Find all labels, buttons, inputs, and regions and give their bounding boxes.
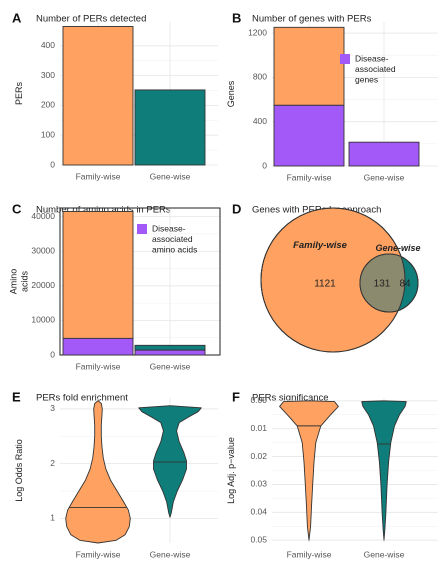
bar-disease-B-0 xyxy=(273,104,345,167)
legend-text-B: Disease- xyxy=(355,53,389,63)
bar-total-B-0 xyxy=(273,26,345,106)
violin-F-1 xyxy=(361,400,407,541)
ytick-label-C: 30000 xyxy=(31,245,55,255)
bar-total-C-1 xyxy=(134,344,206,351)
legend-text-C: amino acids xyxy=(152,244,197,254)
panel-label-F: F xyxy=(232,389,240,404)
ytick-label-E: 3 xyxy=(50,403,55,413)
panel-label-E: E xyxy=(12,389,21,404)
bar-disease-B-1 xyxy=(348,141,420,167)
panel-title-E: PERs fold enrichment xyxy=(36,393,128,404)
violins-F xyxy=(279,400,407,541)
panel-label-B: B xyxy=(232,10,241,25)
xtick-label-B: Family-wise xyxy=(287,172,332,182)
ylabel-F: Log Adj. p−value xyxy=(226,437,236,504)
venn-D: Family-wise Gene-wise 1121 131 84 xyxy=(260,207,421,353)
xtick-label-A: Gene-wise xyxy=(150,171,191,181)
ylabel-line-B: Genes xyxy=(226,80,236,107)
panel-title-F: PERs significance xyxy=(252,393,329,404)
ytick-label-C: 40000 xyxy=(31,211,55,221)
legend-text-C: Disease- xyxy=(152,223,186,233)
ytick-label-A: 0 xyxy=(50,159,55,169)
bar-disease-C-1 xyxy=(134,349,206,356)
xtick-label-E: Family-wise xyxy=(76,549,121,559)
venn-set-name-gene: Gene-wise xyxy=(375,243,420,253)
venn-count-family: 1121 xyxy=(314,279,336,290)
ylabel-C: Aminoacids xyxy=(9,269,30,295)
ytick-label-B: 1200 xyxy=(248,27,267,37)
ylabel-line-E: Log Odds Ratio xyxy=(14,439,24,502)
ytick-label-A: 200 xyxy=(41,100,55,110)
bar-disease-C-0 xyxy=(62,337,134,356)
ytick-label-F: 0.01 xyxy=(250,423,267,433)
venn-set-name-family: Family-wise xyxy=(293,240,348,251)
violin-E-0 xyxy=(65,400,131,544)
ytick-label-F: 0.00 xyxy=(250,395,267,405)
ytick-label-F: 0.04 xyxy=(250,507,267,517)
violins-E xyxy=(65,400,202,544)
ytick-label-F: 0.05 xyxy=(250,534,267,544)
ytick-label-F: 0.02 xyxy=(250,451,267,461)
ytick-label-C: 20000 xyxy=(31,280,55,290)
bar-A-0 xyxy=(62,26,134,166)
venn-outline-gene xyxy=(359,253,419,313)
venn-count-gene: 84 xyxy=(399,279,411,290)
bars-A xyxy=(62,26,206,166)
xtick-label-B: Gene-wise xyxy=(364,172,405,182)
violin-E-1 xyxy=(138,405,202,518)
legend-text-B: associated xyxy=(355,64,396,74)
panel-title-A: Number of PERs detected xyxy=(36,14,146,25)
panel-title-C: Number of amino acids in PERs xyxy=(36,205,171,216)
legend-text-C: associated xyxy=(152,234,193,244)
ytick-label-A: 100 xyxy=(41,129,55,139)
ytick-label-A: 300 xyxy=(41,70,55,80)
ylabel-line-C: acids xyxy=(20,270,30,292)
ytick-label-A: 400 xyxy=(41,40,55,50)
ylabel-E: Log Odds Ratio xyxy=(14,439,24,502)
legend-text-B: genes xyxy=(355,74,378,84)
ytick-label-B: 400 xyxy=(253,116,267,126)
violin-F-0 xyxy=(279,400,339,541)
xtick-label-E: Gene-wise xyxy=(150,549,191,559)
ylabel-line-C: Amino xyxy=(9,269,19,295)
panel-label-C: C xyxy=(12,201,22,216)
ylabel-A: PERs xyxy=(14,82,24,106)
ytick-label-C: 0 xyxy=(50,349,55,359)
xtick-label-F: Family-wise xyxy=(287,549,332,559)
ytick-label-B: 0 xyxy=(262,160,267,170)
ytick-label-C: 10000 xyxy=(31,315,55,325)
xtick-label-A: Family-wise xyxy=(76,171,121,181)
ytick-label-E: 2 xyxy=(50,458,55,468)
legend-swatch-C xyxy=(137,224,147,234)
ytick-label-B: 800 xyxy=(253,72,267,82)
xtick-label-C: Family-wise xyxy=(76,361,121,371)
ytick-label-F: 0.03 xyxy=(250,479,267,489)
axes-F: 0.00 0.01 0.02 0.03 0.04 0.05 Family-wise Gene-… xyxy=(226,395,438,559)
xtick-label-C: Gene-wise xyxy=(150,361,191,371)
ytick-label-E: 1 xyxy=(50,513,55,523)
ylabel-line-A: PERs xyxy=(14,82,24,106)
venn-count-intersection: 131 xyxy=(374,279,391,290)
xtick-label-F: Gene-wise xyxy=(364,549,405,559)
panel-title-B: Number of genes with PERs xyxy=(252,14,372,25)
bar-A-1 xyxy=(134,89,206,166)
panel-label-A: A xyxy=(12,10,22,25)
legend-swatch-B xyxy=(340,54,350,64)
bar-total-C-0 xyxy=(62,211,134,339)
ylabel-line-F: Log Adj. p−value xyxy=(226,437,236,504)
venn-outline-family xyxy=(260,207,406,353)
panel-label-D: D xyxy=(232,201,241,216)
ylabel-B: Genes xyxy=(226,80,236,107)
